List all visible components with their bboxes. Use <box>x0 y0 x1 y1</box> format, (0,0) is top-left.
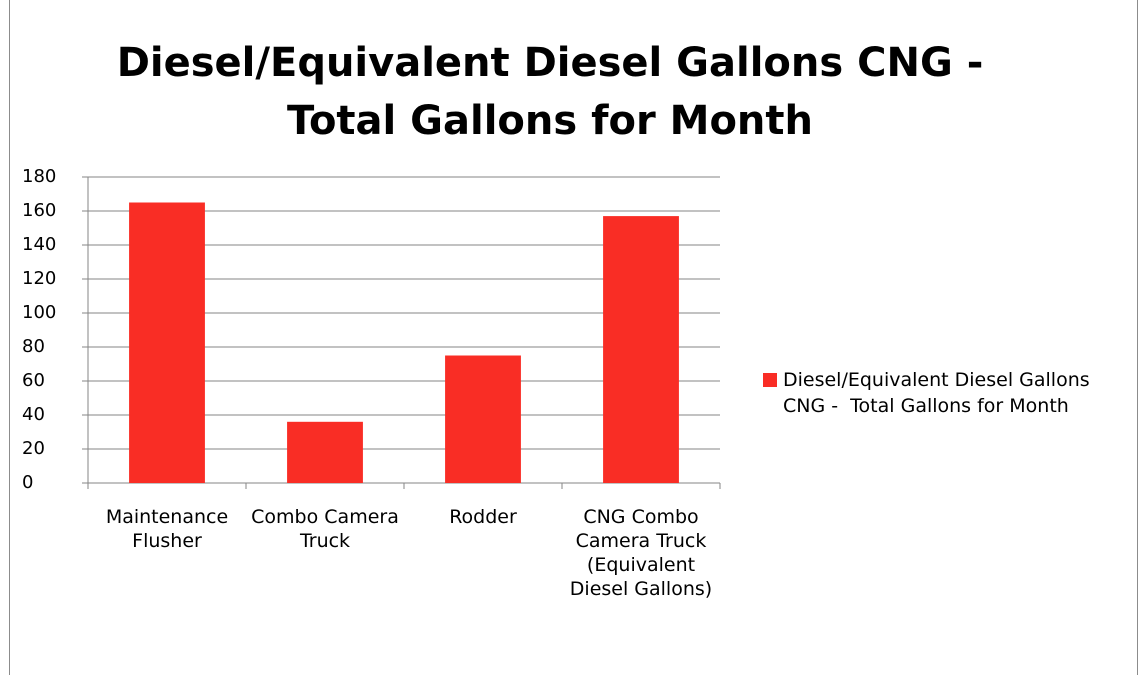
bar <box>603 216 679 483</box>
legend-swatch <box>763 373 777 387</box>
x-tick-label: Combo Camera Truck <box>251 506 399 552</box>
legend-label: Diesel/Equivalent Diesel Gallons CNG - T… <box>783 369 1096 417</box>
y-tick-label: 100 <box>22 302 56 323</box>
x-tick-label: Maintenance Flusher <box>105 506 229 552</box>
legend: Diesel/Equivalent Diesel Gallons CNG - T… <box>763 367 1123 419</box>
chart-title: Diesel/Equivalent Diesel Gallons CNG - T… <box>116 40 984 144</box>
bar <box>287 421 363 483</box>
y-tick-label: 160 <box>22 200 56 221</box>
bar <box>445 355 521 483</box>
y-tick-label: 120 <box>22 268 56 289</box>
y-tick-label: 60 <box>22 370 45 391</box>
y-tick-label: 180 <box>22 166 56 187</box>
y-tick-label: 20 <box>22 438 45 459</box>
x-tick-label: CNG Combo Camera Truck (Equivalent Diese… <box>569 506 713 600</box>
chart-border <box>9 0 1138 675</box>
y-tick-label: 80 <box>22 336 45 357</box>
y-tick-label: 0 <box>22 472 33 493</box>
x-tick-label: Rodder <box>449 506 517 528</box>
y-tick-label: 40 <box>22 404 45 425</box>
bar <box>129 202 205 483</box>
y-tick-label: 140 <box>22 234 56 255</box>
